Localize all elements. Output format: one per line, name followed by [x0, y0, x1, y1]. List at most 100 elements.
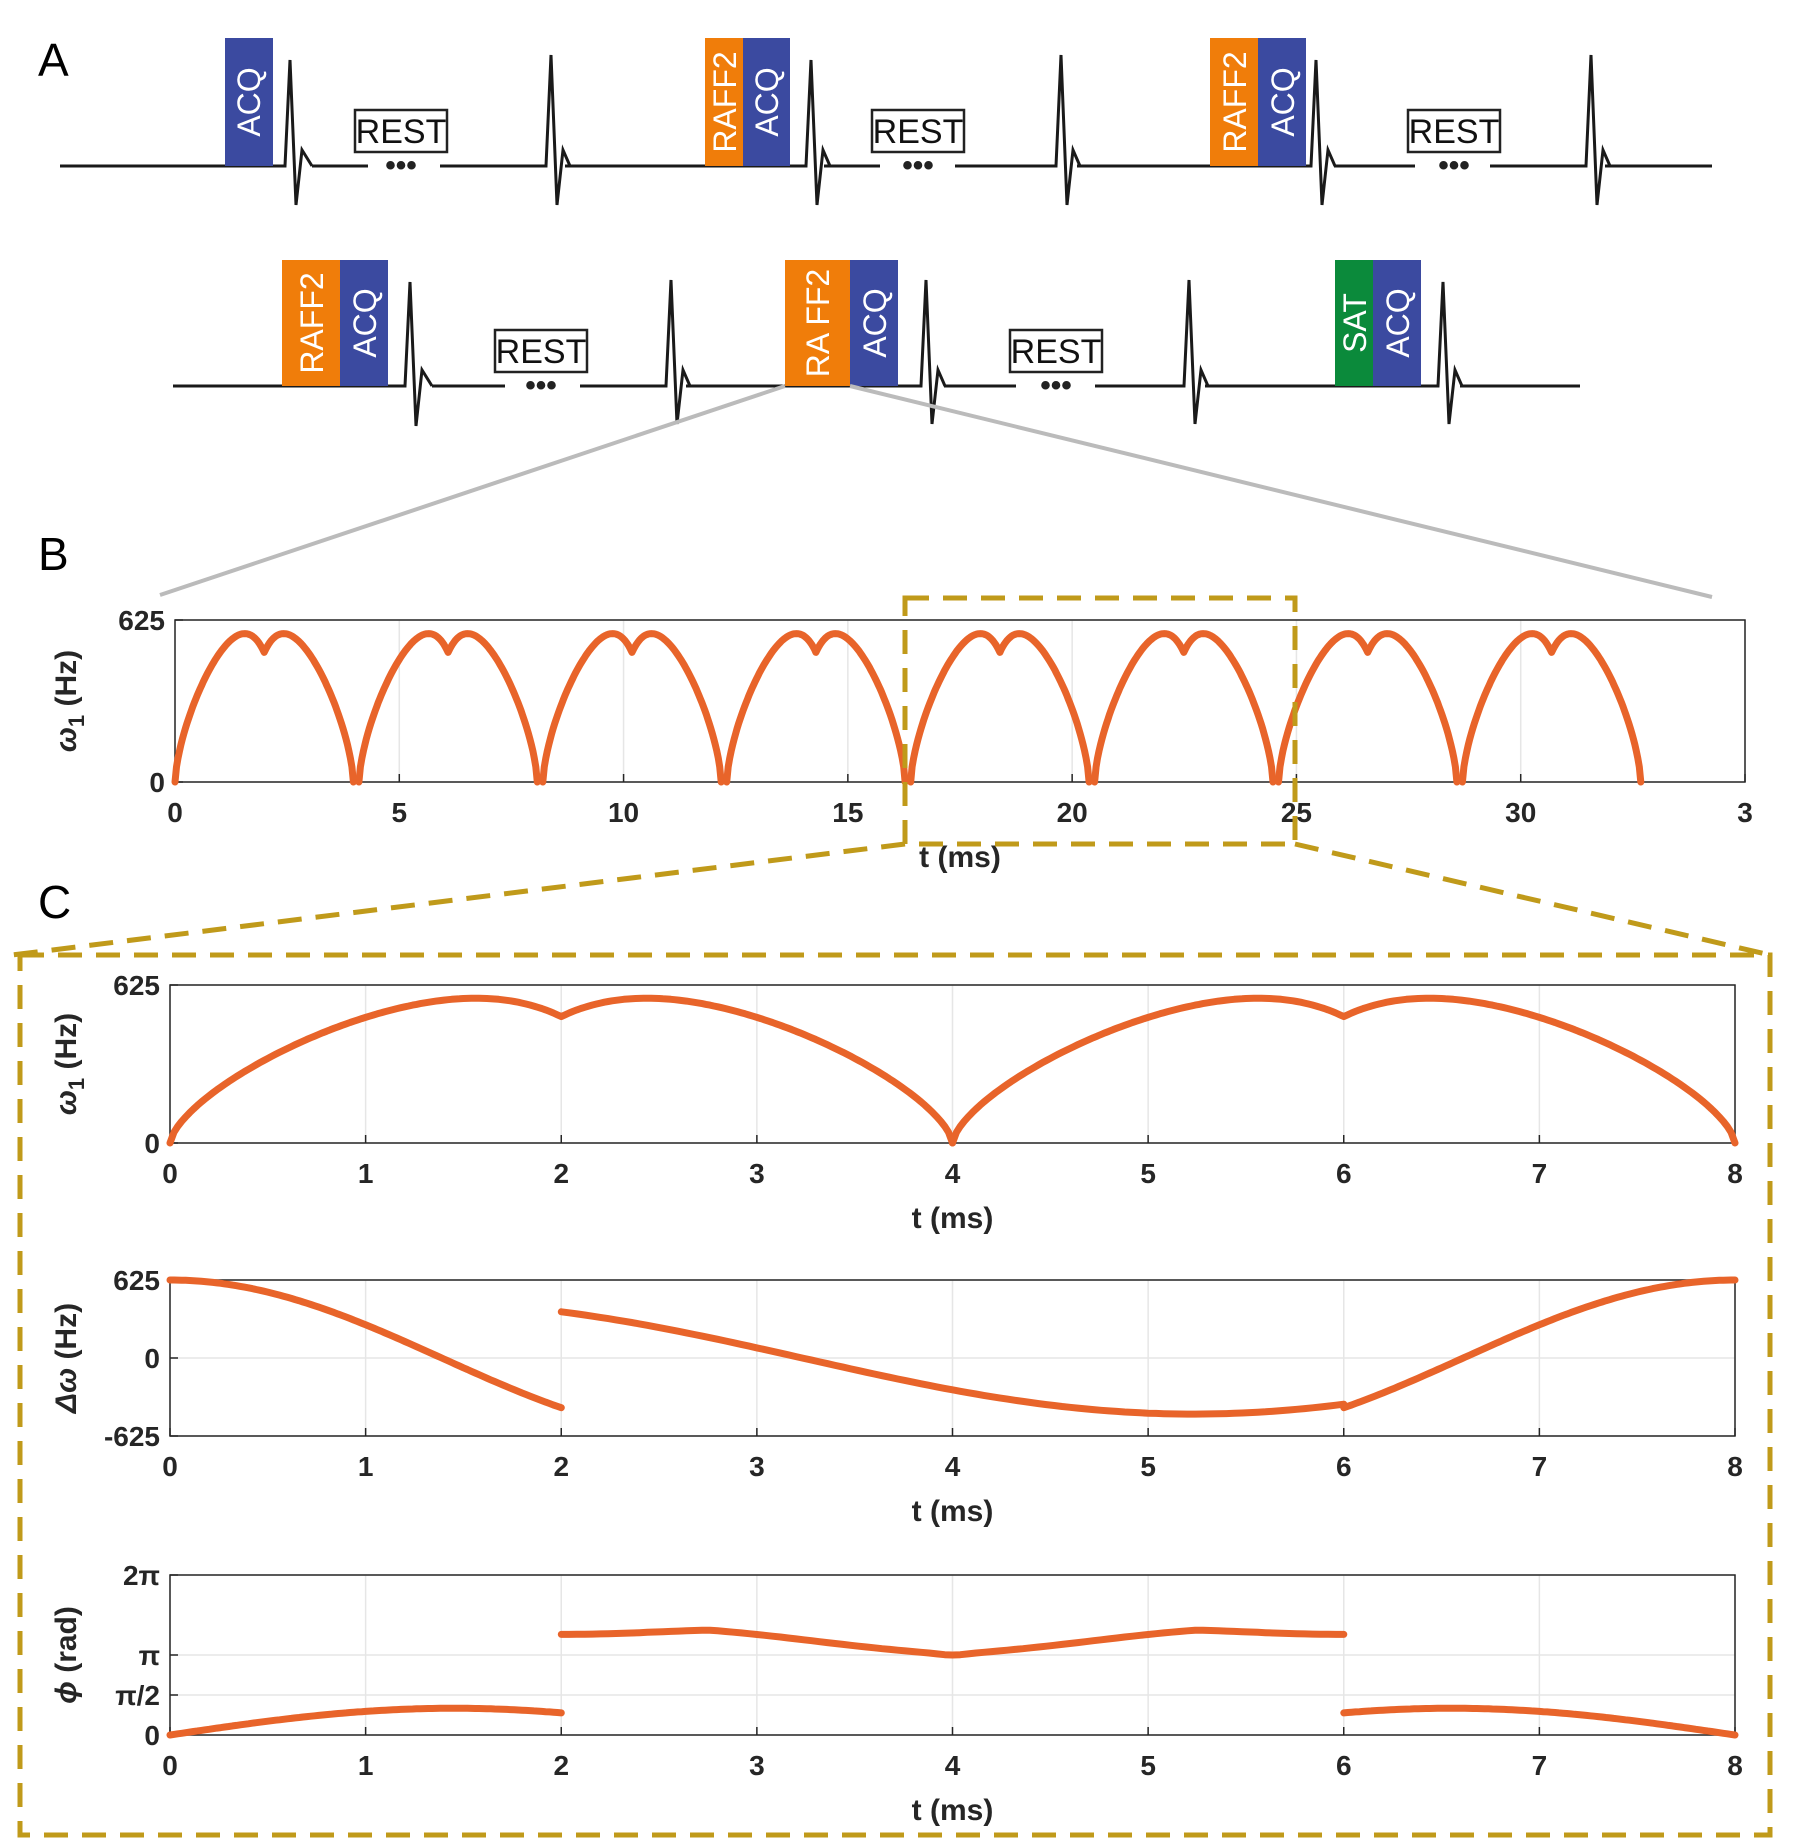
x-tick-label: 5	[1140, 1451, 1156, 1482]
block-acq: ACQ	[1258, 38, 1306, 166]
x-tick-label: 7	[1532, 1451, 1548, 1482]
rest-label: REST •••	[870, 108, 966, 182]
delta-omega-segment	[1340, 1276, 1739, 1412]
zoom-region-b	[902, 595, 1298, 847]
omega1-segment	[723, 630, 909, 786]
x-tick-label: 5	[391, 797, 407, 828]
x-tick-label: 4	[945, 1750, 961, 1781]
x-tick-label: 8	[1727, 1750, 1743, 1781]
x-tick-label: 0	[162, 1451, 178, 1482]
x-tick-label: 8	[1727, 1158, 1743, 1189]
svg-text:ACQ: ACQ	[749, 67, 785, 136]
x-tick-label: 7	[1532, 1158, 1548, 1189]
y-tick-label: 0	[144, 1128, 160, 1159]
y-axis-label: Δω (Hz)	[50, 1303, 83, 1414]
zoom-dash-left	[11, 841, 906, 958]
omega1-segment	[907, 630, 1093, 786]
svg-text:•••: •••	[1438, 149, 1470, 182]
chart-c3: 0 1 2 3 4 5 6 7 8 0 π/2 π 2π t (ms) ϕ (rad)	[50, 1560, 1743, 1827]
x-tick-label: 4	[945, 1158, 961, 1189]
ecg-beat	[1580, 54, 1612, 206]
block-acq: ACQ	[850, 260, 898, 386]
y-tick-label: 2π	[123, 1560, 160, 1591]
y-axis-label: ω1 (Hz)	[50, 650, 89, 752]
svg-text:REST: REST	[496, 333, 587, 371]
x-tick-label: 3	[749, 1750, 765, 1781]
zoom-line-left	[159, 384, 786, 597]
svg-text:REST: REST	[1409, 113, 1500, 151]
x-tick-label: 10	[608, 797, 639, 828]
x-tick-label: 6	[1336, 1158, 1352, 1189]
x-axis-label: t (ms)	[912, 1202, 994, 1235]
rest-label: REST •••	[493, 328, 589, 402]
y-tick-label: π	[139, 1640, 160, 1671]
y-tick-label: -625	[104, 1421, 160, 1452]
x-tick-label: 7	[1532, 1750, 1548, 1781]
block-raff2: RA FF2	[785, 260, 850, 386]
x-tick-label: 30	[1505, 797, 1536, 828]
y-axis-label: ω1 (Hz)	[50, 1013, 89, 1115]
ecg-beat	[915, 279, 947, 425]
x-tick-label: 1	[358, 1158, 374, 1189]
y-tick-label: 625	[113, 1265, 160, 1296]
x-tick-label: 2	[553, 1158, 569, 1189]
x-tick-label: 6	[1336, 1451, 1352, 1482]
zoom-line-right	[849, 384, 1713, 599]
block-raff2: RAFF2	[282, 260, 340, 386]
x-tick-label: 15	[832, 797, 863, 828]
block-sat: SAT	[1335, 260, 1373, 386]
svg-text:RAFF2: RAFF2	[1217, 51, 1253, 152]
phase-segment	[1340, 1704, 1739, 1739]
x-tick-label: 2	[553, 1750, 569, 1781]
block-raff2: RAFF2	[1210, 38, 1258, 166]
x-tick-label: 8	[1727, 1451, 1743, 1482]
y-tick-label: π/2	[115, 1680, 160, 1711]
ecg-beat	[398, 281, 434, 427]
svg-text:ACQ: ACQ	[1380, 288, 1416, 357]
x-tick-label: 3	[1737, 797, 1753, 828]
x-tick-label: 20	[1057, 797, 1088, 828]
block-acq: ACQ	[340, 260, 388, 386]
ecg-beat	[1178, 279, 1210, 425]
block-acq: ACQ	[225, 38, 273, 166]
x-tick-label: 3	[749, 1451, 765, 1482]
svg-text:REST: REST	[1011, 333, 1102, 371]
svg-text:ACQ: ACQ	[1265, 67, 1301, 136]
y-tick-label: 0	[144, 1343, 160, 1374]
svg-text:•••: •••	[1040, 369, 1072, 402]
x-tick-label: 1	[358, 1451, 374, 1482]
phase-segment	[557, 1626, 1348, 1659]
omega1-segment	[171, 630, 357, 786]
omega1-segment	[1091, 630, 1277, 786]
block-acq: ACQ	[1373, 260, 1421, 386]
ecg-beat	[1305, 59, 1337, 206]
panel-label-b: B	[38, 528, 69, 580]
ecg-beat	[275, 59, 314, 206]
rest-label: REST •••	[1008, 328, 1104, 402]
svg-text:RA FF2: RA FF2	[800, 269, 836, 377]
svg-text:ACQ: ACQ	[857, 288, 893, 357]
zoom-region-c	[17, 952, 1773, 1838]
y-tick-label: 625	[113, 970, 160, 1001]
omega1-segment	[539, 630, 725, 786]
svg-text:ACQ: ACQ	[347, 288, 383, 357]
plot-frame	[174, 619, 1746, 783]
omega1-segment	[1458, 630, 1645, 786]
x-tick-label: 0	[162, 1158, 178, 1189]
svg-text:•••: •••	[902, 149, 934, 182]
x-axis-label: t (ms)	[912, 1495, 994, 1528]
block-acq: ACQ	[743, 38, 790, 166]
svg-text:SAT: SAT	[1337, 293, 1373, 353]
svg-text:•••: •••	[525, 369, 557, 402]
rest-label: REST •••	[1406, 108, 1502, 182]
x-tick-label: 0	[167, 797, 183, 828]
phase-segment	[166, 1704, 565, 1739]
x-tick-label: 3	[749, 1158, 765, 1189]
y-tick-label: 0	[144, 1720, 160, 1751]
omega1-segment	[355, 630, 541, 786]
svg-text:RAFF2: RAFF2	[707, 51, 743, 152]
sequence-diagram: ACQ RAFF2 ACQ RAFF2 ACQ REST ••• REST ••…	[60, 38, 1713, 599]
y-tick-label: 625	[118, 605, 165, 636]
svg-text:RAFF2: RAFF2	[294, 272, 330, 373]
